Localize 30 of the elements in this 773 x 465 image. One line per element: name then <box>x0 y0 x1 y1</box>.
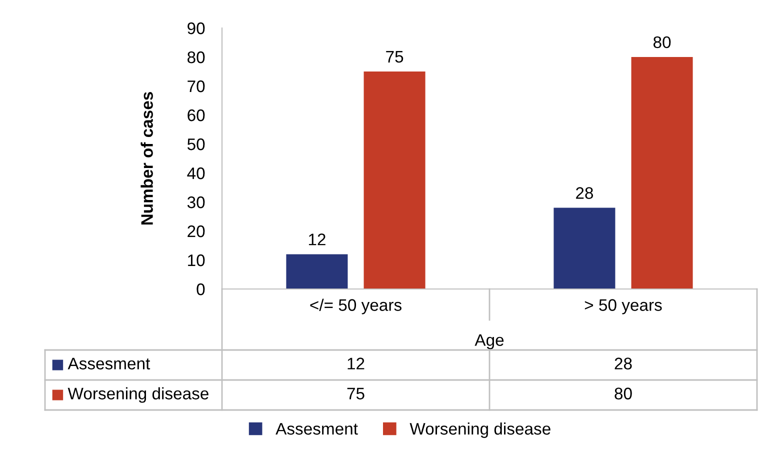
y-tick-label: 30 <box>187 196 205 208</box>
legend-label: Worsening disease <box>410 422 550 438</box>
data-label: 80 <box>653 36 671 48</box>
x-axis-title: Age <box>474 334 504 350</box>
y-tick-label: 70 <box>188 80 205 92</box>
y-tick-label: 50 <box>187 138 205 150</box>
y-tick-label: 90 <box>188 22 205 34</box>
text: 80 <box>614 388 632 400</box>
x-tick-label: </= 50 years <box>310 298 402 314</box>
text: 12 <box>348 358 364 370</box>
x-tick-label: > 50 years <box>584 299 662 314</box>
y-axis-title: Number of cases <box>140 92 153 225</box>
bar <box>364 72 426 289</box>
data-label: 28 <box>576 187 594 199</box>
legend-label: Assesment <box>276 423 358 435</box>
data-label: 12 <box>308 234 326 246</box>
y-tick-label: 20 <box>188 225 205 238</box>
bar <box>286 254 348 289</box>
bar <box>554 208 616 289</box>
text: 28 <box>614 358 632 370</box>
text: Assesment <box>68 358 150 370</box>
y-tick-label: 80 <box>188 51 205 64</box>
y-tick-label: 0 <box>196 283 205 296</box>
y-tick-label: 60 <box>188 109 205 122</box>
bar <box>631 57 693 289</box>
text: 75 <box>347 388 364 400</box>
data-label: 75 <box>386 51 404 63</box>
text: Worsening disease <box>68 387 208 403</box>
y-tick-label: 10 <box>188 254 205 266</box>
y-tick-label: 40 <box>187 167 205 180</box>
